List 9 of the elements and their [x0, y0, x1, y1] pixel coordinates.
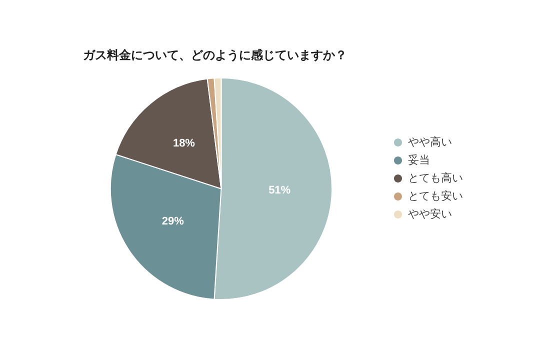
data-label: 18%	[172, 138, 196, 150]
legend-label: 妥当	[408, 154, 430, 166]
data-label: 51%	[268, 184, 291, 197]
data-label: 29%	[162, 216, 184, 228]
legend-label: とても高い	[408, 172, 463, 184]
legend-label: やや高い	[408, 136, 452, 148]
chart-title: ガス料金について、どのように感じていますか？	[83, 48, 347, 62]
legend-label: やや安い	[408, 208, 452, 220]
legend-label: とても安い	[408, 190, 463, 202]
